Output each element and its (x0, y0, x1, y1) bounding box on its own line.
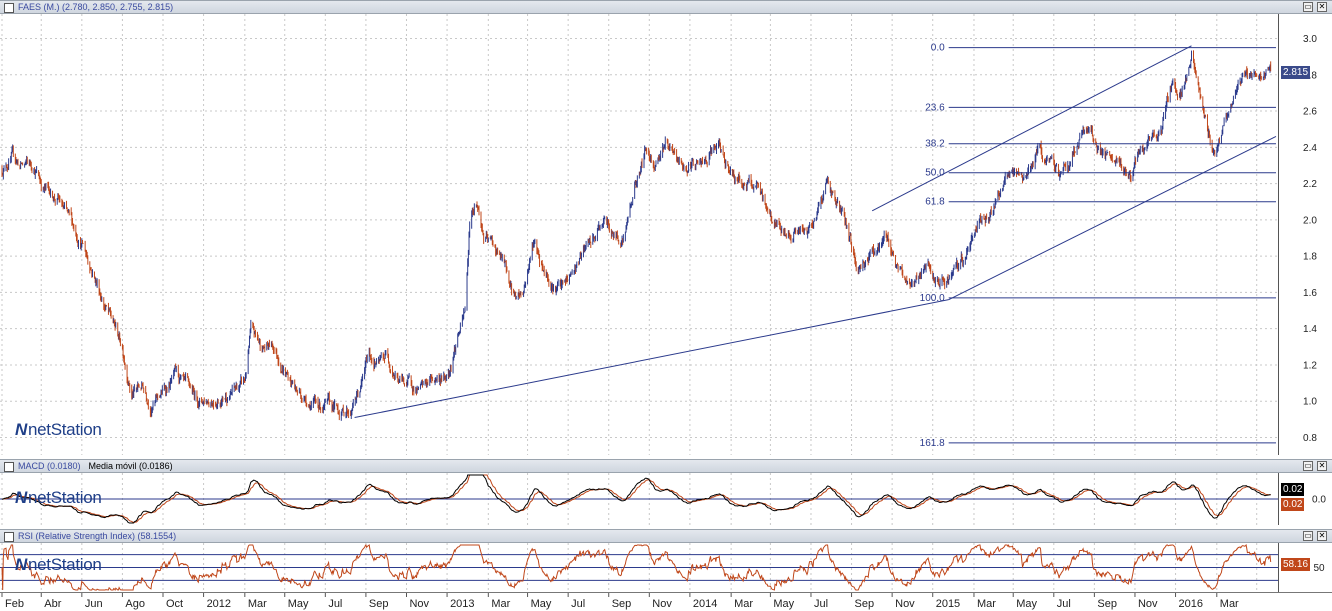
fibonacci-level-label: 38.2 (925, 139, 945, 150)
x-tick-label: May (288, 598, 309, 610)
macd-panel-titles: MACD (0.0180) Media móvil (0.0186) (18, 461, 173, 471)
y-tick-label: 2.8 (1303, 70, 1317, 81)
close-icon[interactable]: ✕ (1317, 2, 1327, 12)
y-tick-label: 50 (1313, 563, 1325, 574)
x-tick-label: 2016 (1179, 598, 1203, 610)
x-tick-label: May (531, 598, 552, 610)
fibonacci-level-label: 61.8 (925, 197, 945, 208)
x-tick-label: Ago (125, 598, 145, 610)
y-tick-label: 0.0 (1312, 495, 1326, 506)
minimize-icon[interactable]: ▭ (1303, 2, 1313, 12)
y-tick-label: 2.2 (1303, 179, 1317, 190)
price-chart-area[interactable]: 3.0 2.8 2.6 2.4 2.2 2.0 1.8 1.6 1.4 1.2 1.0 0.8 0.0 2… (0, 14, 1332, 455)
candles (1, 50, 1272, 421)
macd-line (1, 474, 1271, 524)
y-tick-label: 2.6 (1303, 107, 1317, 118)
x-tick-label: Sep (855, 598, 875, 610)
y-tick-label: 1.2 (1303, 360, 1317, 371)
trendline (354, 299, 949, 419)
price-chart: 3.0 2.8 2.6 2.4 2.2 2.0 1.8 1.6 1.4 1.2 1.0 0.8 0.0 2… (0, 14, 1317, 455)
x-tick-label: Jul (814, 598, 828, 610)
netstation-logo: NnetStation (15, 420, 102, 439)
x-tick-label: Sep (612, 598, 632, 610)
trendline (871, 45, 1192, 212)
y-tick-label: 2.4 (1303, 143, 1317, 154)
y-tick-label: 2.0 (1303, 215, 1317, 226)
x-tick-label: May (1016, 598, 1037, 610)
minimize-icon[interactable]: ▭ (1303, 461, 1313, 471)
panel-menu-icon[interactable] (4, 462, 14, 472)
close-icon[interactable]: ✕ (1317, 531, 1327, 541)
fibonacci-level-label: 23.6 (925, 102, 945, 113)
x-tick-label: May (773, 598, 794, 610)
netstation-logo: NnetStation (15, 488, 102, 507)
x-tick-label: Jul (1057, 598, 1071, 610)
x-tick-label: 2012 (207, 598, 231, 610)
x-tick-label: Nov (1138, 598, 1158, 610)
fibonacci-level-label: 0.0 (931, 43, 945, 54)
y-tick-label: 0.8 (1303, 433, 1317, 444)
trendline (948, 135, 1277, 301)
close-icon[interactable]: ✕ (1317, 461, 1327, 471)
macd-signal-title: Media móvil (0.0186) (88, 461, 173, 471)
rsi-value-tag: 58.16 (1281, 558, 1311, 571)
panel-menu-icon[interactable] (4, 3, 14, 13)
y-tick-label: 1.4 (1303, 324, 1317, 335)
y-tick-label: 1.6 (1303, 288, 1317, 299)
price-panel-header: FAES (M.) (2.780, 2.850, 2.755, 2.815) ▭… (0, 0, 1332, 14)
y-tick-label: 3.0 (1303, 34, 1317, 45)
macd-chart-area[interactable]: 0.0 NnetStation (0, 473, 1332, 525)
fibonacci-level-label: 50.0 (925, 168, 945, 179)
x-tick-label: Mar (491, 598, 510, 610)
netstation-logo: NnetStation (15, 555, 102, 574)
x-tick-label: Jul (571, 598, 585, 610)
x-tick-label: Mar (248, 598, 267, 610)
price-panel-title: FAES (M.) (2.780, 2.850, 2.755, 2.815) (18, 2, 174, 12)
x-tick-label: Abr (44, 598, 61, 610)
y-axis-separator (1278, 543, 1279, 592)
y-axis-separator (1278, 14, 1279, 455)
macd-signal-value-tag: 0.02 (1281, 498, 1305, 511)
macd-value-tag: 0.02 (1281, 483, 1305, 496)
x-tick-label: Sep (1097, 598, 1117, 610)
macd-panel-header: MACD (0.0180) Media móvil (0.0186) ▭ ✕ (0, 459, 1332, 473)
x-tick-label: 2015 (936, 598, 960, 610)
x-axis: Feb Abr Jun Ago Oct 2012 Mar May Jul Sep Nov 2013 Ma… (0, 592, 1332, 611)
fibonacci-level-label: 161.8 (920, 438, 945, 449)
minimize-icon[interactable]: ▭ (1303, 531, 1313, 541)
x-tick-label: Nov (652, 598, 672, 610)
rsi-title: RSI (Relative Strength Index) (58.1554) (18, 531, 177, 541)
y-tick-label: 1.8 (1303, 252, 1317, 263)
x-axis-labels: Feb Abr Jun Ago Oct 2012 Mar May Jul Sep Nov 2013 Ma… (1, 593, 1239, 610)
rsi-line (1, 543, 1272, 592)
rsi-panel-header: RSI (Relative Strength Index) (58.1554) … (0, 529, 1332, 543)
x-tick-label: Sep (369, 598, 389, 610)
x-tick-label: Feb (5, 598, 24, 610)
x-tick-label: Mar (734, 598, 753, 610)
x-tick-label: Mar (977, 598, 996, 610)
x-tick-label: Mar (1220, 598, 1239, 610)
x-tick-label: 2014 (693, 598, 717, 610)
fibonacci-level-label: 100.0 (920, 293, 945, 304)
x-tick-label: Nov (895, 598, 915, 610)
panel-menu-icon[interactable] (4, 532, 14, 542)
x-tick-label: Jul (328, 598, 342, 610)
macd-chart: 0.0 (0, 473, 1326, 525)
macd-title: MACD (0.0180) (18, 461, 81, 471)
y-tick-label: 1.0 (1303, 397, 1317, 408)
x-tick-label: Oct (166, 598, 183, 610)
y-axis-separator (1278, 473, 1279, 525)
x-tick-label: 2013 (450, 598, 474, 610)
x-tick-label: Jun (85, 598, 103, 610)
x-tick-label: Nov (409, 598, 429, 610)
last-price-tag: 2.815 (1281, 65, 1311, 79)
rsi-chart-area[interactable]: 50 NnetStation (0, 543, 1332, 592)
rsi-chart: 50 (0, 543, 1325, 592)
